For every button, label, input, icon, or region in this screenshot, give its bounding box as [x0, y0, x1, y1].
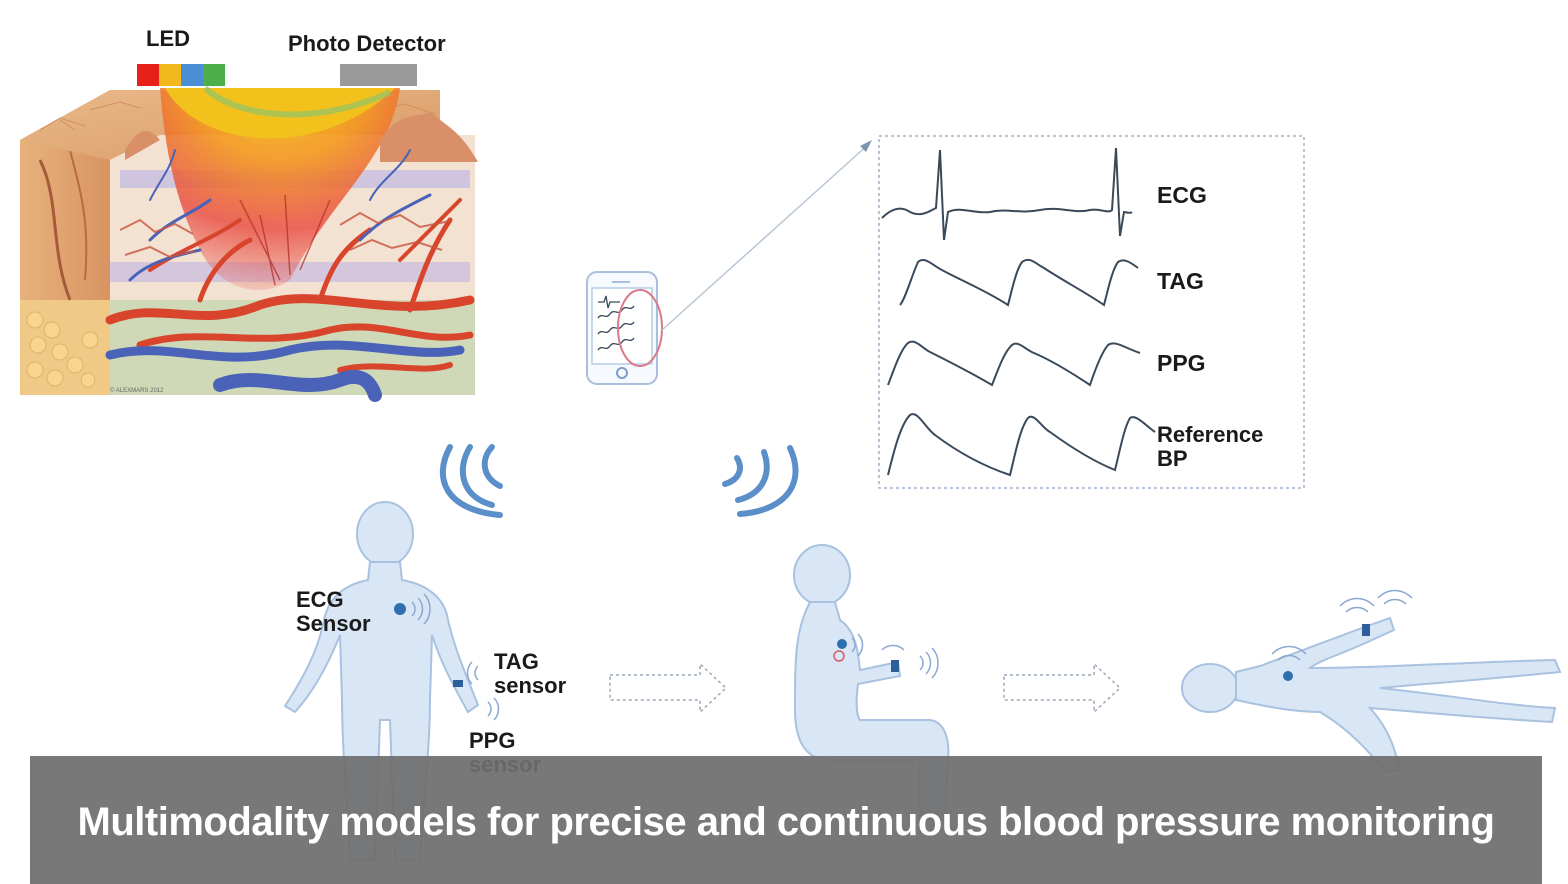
tag-sensor-label-line1: TAG	[494, 649, 539, 674]
home-button-icon	[616, 367, 628, 379]
reference-bp-wave	[887, 413, 1156, 477]
ecg-sensor-dot	[394, 603, 406, 615]
ecg-sensor-label-line2: Sensor	[296, 611, 371, 636]
signal-label-ecg: ECG	[1157, 182, 1207, 208]
wireless-signal-right-icon	[722, 445, 799, 517]
ecg-wave	[881, 147, 1133, 241]
tag-sensor-label-line2: sensor	[494, 673, 567, 698]
led-label: LED	[146, 26, 190, 51]
tag-sensor-band	[453, 680, 463, 687]
ecg-sensor-label-line1: ECG	[296, 587, 344, 612]
led-yellow	[159, 64, 181, 86]
led-red	[137, 64, 159, 86]
led-green	[203, 64, 225, 86]
ppg-wave	[887, 340, 1141, 387]
photo-detector-label: Photo Detector	[288, 31, 446, 56]
photo-detector	[340, 64, 417, 86]
svg-text:© ALEXMARS 2012: © ALEXMARS 2012	[110, 387, 164, 394]
signal-label-tag: TAG	[1157, 268, 1204, 294]
arteries	[105, 198, 475, 373]
zoom-pointer	[661, 142, 871, 331]
lying-person	[1181, 616, 1562, 774]
caption-bar: Multimodality models for precise and con…	[30, 756, 1542, 884]
signal-panel	[878, 135, 1305, 489]
transition-arrow-2	[1003, 662, 1122, 714]
caption-title: Multimodality models for precise and con…	[77, 800, 1495, 844]
signal-label-bp: BP	[1157, 446, 1188, 471]
signal-label-reference: Reference	[1157, 422, 1264, 447]
ppg-sensor-label-line1: PPG	[469, 728, 516, 753]
tag-wave	[899, 258, 1139, 307]
transition-arrow-1	[609, 662, 728, 714]
light-path	[160, 88, 400, 290]
smartphone	[586, 271, 663, 385]
signal-label-ppg: PPG	[1157, 350, 1206, 376]
led-array	[137, 64, 225, 86]
skin-cross-section: © ALEXMARS 2012	[20, 85, 478, 402]
standing-person	[283, 501, 480, 861]
wireless-signal-left-icon	[439, 444, 503, 518]
highlight-circle	[617, 289, 663, 367]
led-blue	[181, 64, 203, 86]
veins	[105, 149, 465, 402]
waveforms	[881, 147, 1156, 477]
